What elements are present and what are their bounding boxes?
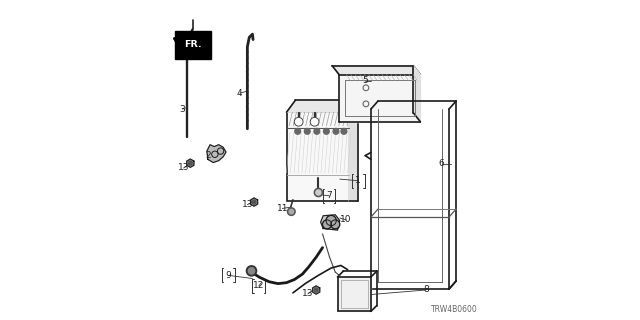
- Circle shape: [312, 119, 318, 125]
- Circle shape: [326, 215, 336, 226]
- Circle shape: [295, 128, 301, 134]
- Circle shape: [314, 288, 318, 292]
- Text: 11: 11: [276, 204, 288, 213]
- Circle shape: [287, 208, 295, 215]
- Text: 9: 9: [225, 271, 231, 280]
- Circle shape: [332, 221, 339, 228]
- Circle shape: [188, 161, 192, 165]
- Circle shape: [341, 128, 347, 134]
- Circle shape: [323, 220, 332, 229]
- Text: 4: 4: [237, 89, 243, 98]
- Circle shape: [324, 221, 330, 228]
- Text: FR.: FR.: [184, 40, 202, 49]
- Polygon shape: [250, 198, 258, 206]
- Text: 12: 12: [253, 281, 264, 290]
- Circle shape: [294, 118, 303, 126]
- Circle shape: [246, 266, 257, 276]
- Text: 13: 13: [178, 164, 189, 172]
- Polygon shape: [287, 100, 358, 112]
- Polygon shape: [339, 75, 420, 122]
- Circle shape: [252, 200, 256, 204]
- Text: 5: 5: [362, 76, 368, 85]
- Circle shape: [305, 128, 310, 134]
- Text: 1: 1: [355, 176, 361, 185]
- Polygon shape: [207, 145, 226, 163]
- Text: 7: 7: [326, 191, 332, 200]
- Circle shape: [314, 188, 323, 197]
- Circle shape: [310, 118, 319, 126]
- Circle shape: [323, 128, 329, 134]
- Text: 13: 13: [242, 200, 253, 209]
- Text: TRW4B0600: TRW4B0600: [431, 305, 477, 314]
- Text: 6: 6: [439, 159, 445, 168]
- Polygon shape: [187, 159, 194, 167]
- Polygon shape: [337, 277, 371, 311]
- Polygon shape: [312, 286, 320, 294]
- Circle shape: [333, 128, 339, 134]
- Text: 8: 8: [423, 285, 429, 294]
- Text: 13: 13: [302, 289, 314, 298]
- Circle shape: [331, 220, 340, 229]
- Circle shape: [248, 268, 255, 274]
- Text: 2: 2: [205, 151, 211, 160]
- Polygon shape: [321, 215, 340, 230]
- Circle shape: [316, 190, 321, 195]
- Circle shape: [289, 209, 294, 214]
- Circle shape: [314, 128, 320, 134]
- Polygon shape: [349, 100, 358, 201]
- Circle shape: [296, 119, 302, 125]
- Text: 3: 3: [179, 105, 185, 114]
- Text: 10: 10: [340, 215, 352, 224]
- Polygon shape: [287, 112, 349, 201]
- Polygon shape: [413, 66, 420, 122]
- Circle shape: [327, 217, 335, 224]
- Polygon shape: [332, 66, 420, 75]
